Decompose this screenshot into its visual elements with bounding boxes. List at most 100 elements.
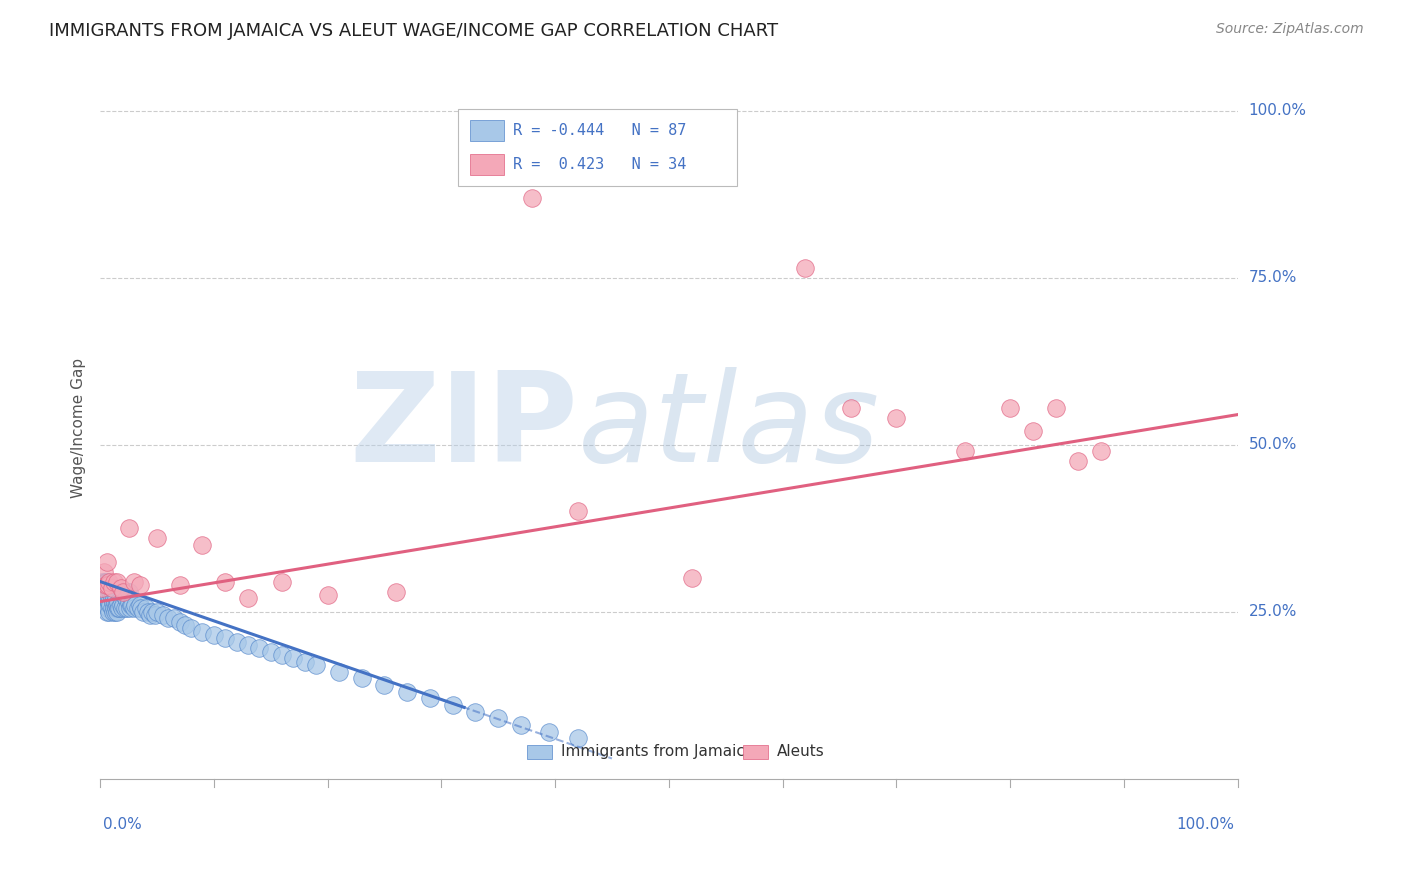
Text: atlas: atlas — [578, 368, 880, 489]
Point — [839, 401, 862, 415]
Point — [169, 578, 191, 592]
Point — [129, 598, 152, 612]
Point — [202, 628, 225, 642]
Point — [110, 598, 132, 612]
Bar — [742, 745, 768, 759]
Point — [100, 601, 122, 615]
Point — [121, 598, 143, 612]
Text: 50.0%: 50.0% — [1249, 437, 1296, 452]
Point — [271, 648, 294, 662]
Point — [143, 607, 166, 622]
Point — [141, 605, 163, 619]
Point — [953, 444, 976, 458]
Point — [385, 584, 408, 599]
Point — [94, 574, 117, 589]
Point — [247, 641, 270, 656]
Point — [139, 607, 162, 622]
Point — [91, 581, 114, 595]
Y-axis label: Wage/Income Gap: Wage/Income Gap — [72, 358, 86, 498]
Point — [110, 581, 132, 595]
Point — [294, 655, 316, 669]
Point — [260, 645, 283, 659]
Point — [328, 665, 350, 679]
Text: Source: ZipAtlas.com: Source: ZipAtlas.com — [1216, 22, 1364, 37]
Point — [96, 591, 118, 606]
Point — [103, 574, 125, 589]
Point — [118, 601, 141, 615]
Text: 0.0%: 0.0% — [103, 817, 142, 832]
Point — [794, 260, 817, 275]
Point — [117, 584, 139, 599]
Point — [316, 588, 339, 602]
Point — [94, 578, 117, 592]
Point — [214, 632, 236, 646]
Text: Aleuts: Aleuts — [778, 744, 825, 759]
Point — [305, 658, 328, 673]
Point — [103, 601, 125, 615]
Point — [100, 591, 122, 606]
Point — [93, 588, 115, 602]
Point — [94, 584, 117, 599]
Point — [236, 638, 259, 652]
Point — [271, 574, 294, 589]
Point — [396, 684, 419, 698]
Text: R = -0.444   N = 87: R = -0.444 N = 87 — [513, 123, 686, 138]
Point — [1090, 444, 1112, 458]
Point — [152, 607, 174, 622]
Text: IMMIGRANTS FROM JAMAICA VS ALEUT WAGE/INCOME GAP CORRELATION CHART: IMMIGRANTS FROM JAMAICA VS ALEUT WAGE/IN… — [49, 22, 779, 40]
Point — [104, 605, 127, 619]
Point — [998, 401, 1021, 415]
Point — [681, 571, 703, 585]
Point — [129, 578, 152, 592]
Point — [1022, 425, 1045, 439]
Point — [174, 618, 197, 632]
Point — [114, 601, 136, 615]
Point — [115, 591, 138, 606]
Point — [146, 605, 169, 619]
Point — [96, 605, 118, 619]
Text: 100.0%: 100.0% — [1249, 103, 1306, 119]
Point — [101, 594, 124, 608]
Point — [108, 601, 131, 615]
Point — [441, 698, 464, 712]
Point — [157, 611, 180, 625]
Point — [884, 411, 907, 425]
Bar — [527, 745, 551, 759]
Point — [486, 711, 509, 725]
Point — [191, 538, 214, 552]
Point — [135, 601, 157, 615]
Point — [111, 598, 134, 612]
Point — [98, 598, 121, 612]
Point — [129, 601, 152, 615]
Point — [97, 588, 120, 602]
Point — [105, 591, 128, 606]
Point — [101, 605, 124, 619]
Point — [117, 594, 139, 608]
Point — [100, 581, 122, 595]
Point — [538, 724, 561, 739]
Point — [236, 591, 259, 606]
Point — [105, 598, 128, 612]
Point — [567, 504, 589, 518]
Point — [180, 621, 202, 635]
Point — [105, 574, 128, 589]
Point — [127, 601, 149, 615]
Point — [98, 581, 121, 595]
Point — [283, 651, 305, 665]
Point — [97, 578, 120, 592]
Text: R =  0.423   N = 34: R = 0.423 N = 34 — [513, 157, 686, 172]
Text: Immigrants from Jamaica: Immigrants from Jamaica — [561, 744, 754, 759]
Point — [117, 521, 139, 535]
Point — [105, 605, 128, 619]
Point — [146, 531, 169, 545]
Point — [122, 574, 145, 589]
Point — [98, 584, 121, 599]
Point — [214, 574, 236, 589]
Point — [104, 594, 127, 608]
Point — [98, 605, 121, 619]
Point — [124, 598, 146, 612]
Point — [93, 598, 115, 612]
Point — [96, 554, 118, 568]
Point — [111, 584, 134, 599]
Point — [105, 601, 128, 615]
